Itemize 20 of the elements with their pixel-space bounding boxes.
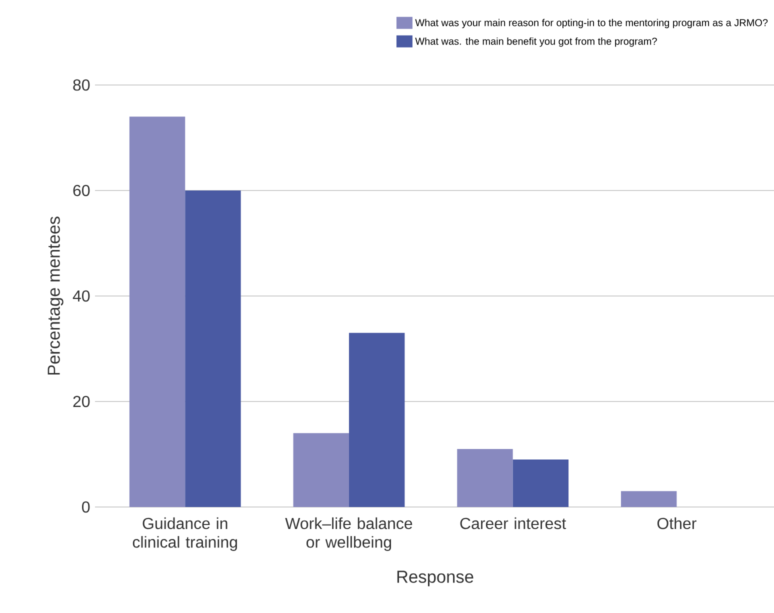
bar xyxy=(620,491,677,507)
x-tick-label: Work–life balance or wellbeing xyxy=(285,517,412,551)
y-tick-label: 80 xyxy=(73,79,90,91)
x-tick-label: Career interest xyxy=(460,517,566,530)
y-tick-label: 60 xyxy=(73,184,90,196)
x-tick-label: Other xyxy=(657,517,696,530)
bar xyxy=(185,190,241,507)
bar xyxy=(129,116,186,507)
bar xyxy=(293,433,349,507)
bar xyxy=(457,448,513,507)
y-tick-label: 20 xyxy=(73,396,90,408)
y-tick-label: 0 xyxy=(82,501,90,513)
x-axis-title: Response xyxy=(397,570,474,586)
x-tick-label: Guidance in clinical training xyxy=(132,517,237,551)
y-axis-title: Percentage mentees xyxy=(48,216,64,375)
y-tick-label: 40 xyxy=(72,290,90,302)
legend-label: What was your main reason for opting-in to the mentoring program as a JRMO? xyxy=(415,18,768,28)
legend-label: What was. the main benefit you got from the program? xyxy=(415,37,657,47)
bar xyxy=(348,332,405,507)
bar xyxy=(512,460,569,507)
